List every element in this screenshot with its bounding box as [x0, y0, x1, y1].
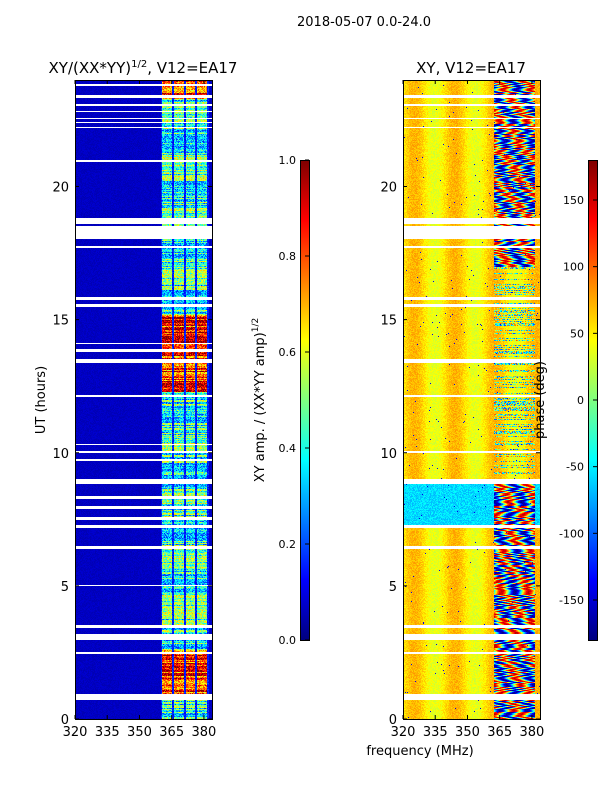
colorbar-tick-label: 0	[577, 394, 584, 407]
x-tick-label: 350	[127, 725, 152, 740]
colorbar-frame	[300, 160, 310, 641]
colorbar-tick-label: -100	[559, 527, 584, 540]
colorbar-tick-label: 0.0	[279, 634, 297, 647]
y-tick-label: 15	[380, 314, 397, 329]
y-tick-label: 0	[389, 713, 397, 728]
amplitude-colorbar-label: XY amp. / (XX*YY amp)1/2	[251, 318, 268, 482]
phase-colorbar	[588, 160, 597, 640]
x-tick-label: 335	[423, 725, 448, 740]
x-tick-label: 320	[63, 725, 88, 740]
x-tick-label: 365	[487, 725, 512, 740]
colorbar-tick-label: 50	[570, 327, 584, 340]
x-tick-label: 380	[520, 725, 545, 740]
amplitude-heatmap	[75, 80, 212, 719]
plot-frame	[75, 80, 213, 720]
x-tick-label: 335	[95, 725, 120, 740]
x-tick-label: 365	[159, 725, 184, 740]
colorbar-tick-label: 100	[563, 261, 584, 274]
phase-heatmap	[403, 80, 540, 719]
y-tick-label: 5	[389, 580, 397, 595]
x-axis-label: frequency (MHz)	[366, 744, 473, 759]
amplitude-colorbar	[300, 160, 309, 640]
y-tick-label: 20	[380, 181, 397, 196]
y-axis-label: UT (hours)	[34, 366, 49, 434]
y-tick-label: 15	[52, 314, 69, 329]
colorbar-tick-label: 150	[563, 194, 584, 207]
colorbar-tick-label: -50	[566, 461, 584, 474]
colorbar-tick-label: 0.6	[279, 346, 297, 359]
x-tick-label: 320	[391, 725, 416, 740]
y-tick-label: 0	[61, 713, 69, 728]
y-tick-label: 20	[52, 181, 69, 196]
right-plot-title: XY, V12=EA17	[416, 59, 526, 77]
y-tick-label: 10	[52, 447, 69, 462]
colorbar-tick-label: 0.8	[279, 250, 297, 263]
colorbar-frame	[588, 160, 598, 641]
colorbar-tick-label: -150	[559, 594, 584, 607]
left-plot-title: XY/(XX*YY)1/2, V12=EA17	[49, 59, 238, 77]
y-tick-label: 5	[61, 580, 69, 595]
x-tick-label: 350	[455, 725, 480, 740]
figure-suptitle: 2018-05-07 0.0-24.0	[297, 15, 431, 30]
x-tick-label: 380	[192, 725, 217, 740]
plot-frame	[403, 80, 541, 720]
colorbar-tick-label: 1.0	[279, 154, 297, 167]
colorbar-tick-label: 0.4	[279, 442, 297, 455]
y-tick-label: 10	[380, 447, 397, 462]
colorbar-tick-label: 0.2	[279, 538, 297, 551]
